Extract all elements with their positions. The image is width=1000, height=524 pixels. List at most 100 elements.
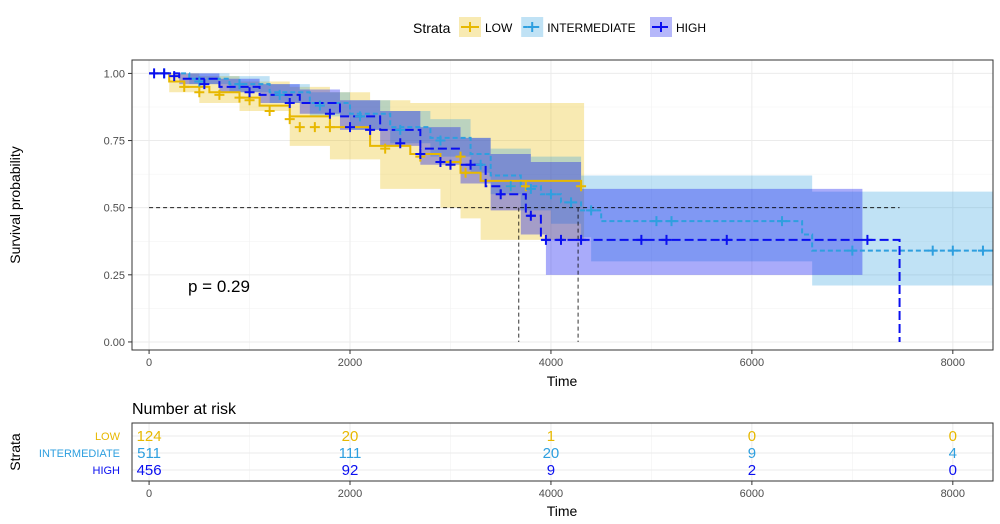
legend-label-intermediate: INTERMEDIATE	[547, 21, 635, 35]
censor-mark-intermediate	[947, 245, 958, 256]
risk-x-tick-label: 8000	[941, 488, 965, 500]
risk-table-border	[131, 422, 994, 482]
y-axis-ticks: 0.00 0.25 0.50 0.75 1.00	[104, 68, 132, 349]
y-tick-label: 0.75	[104, 136, 125, 148]
plot-panel: 0 2000 4000 6000 8000 0.00 0.25 0.50 0.75 1.00 p…	[7, 59, 994, 389]
censor-mark-high	[169, 71, 180, 82]
risk-table-x-title: Time	[547, 503, 578, 519]
censor-mark-high	[395, 138, 406, 149]
censor-mark-high	[495, 189, 506, 200]
risk-table-x-ticks: 0 2000 4000 6000 8000	[146, 481, 965, 500]
risk-count: 111	[339, 445, 362, 462]
survival-curve-high	[149, 72, 901, 342]
censor-mark-intermediate	[314, 100, 325, 111]
censor-mark-intermediate	[274, 89, 285, 100]
censor-mark-high	[149, 68, 160, 79]
legend-marker-intermediate	[527, 22, 538, 32]
risk-row-label: LOW	[95, 431, 121, 443]
censor-mark-intermediate	[847, 245, 858, 256]
risk-table-grid	[132, 423, 993, 481]
censor-mark-intermediate	[566, 197, 577, 208]
legend-marker-high	[656, 22, 666, 32]
x-axis-title: Time	[547, 373, 578, 389]
censor-mark-low	[576, 181, 587, 192]
legend-label-high: HIGH	[676, 21, 706, 35]
x-tick-label: 6000	[740, 357, 764, 369]
risk-count: 9	[748, 445, 756, 462]
censor-mark-low	[194, 87, 205, 98]
censor-mark-high	[445, 159, 456, 170]
y-tick-label: 0.50	[104, 203, 125, 215]
y-tick-label: 0.25	[104, 270, 125, 282]
legend: Strata LOW INTERMEDIATE HIGH	[413, 17, 706, 37]
censor-mark-intermediate	[545, 189, 556, 200]
censor-mark-low	[214, 89, 225, 100]
censor-mark-intermediate	[586, 205, 597, 216]
censor-mark-high	[465, 159, 476, 170]
censor-mark-high	[415, 148, 426, 159]
risk-row-label: INTERMEDIATE	[39, 448, 120, 460]
censor-mark-intermediate	[355, 111, 366, 122]
risk-row-label: HIGH	[93, 465, 121, 477]
p-value: p = 0.29	[188, 277, 250, 296]
censor-mark-low	[264, 106, 275, 117]
censor-mark-low	[520, 181, 531, 192]
x-tick-label: 8000	[941, 357, 965, 369]
censor-mark-high	[244, 87, 255, 98]
risk-count: 4	[949, 445, 957, 462]
risk-table-background	[132, 423, 993, 481]
survival-curve-intermediate	[149, 72, 993, 252]
risk-count: 0	[949, 428, 957, 445]
x-tick-label: 0	[146, 357, 152, 369]
risk-count: 0	[949, 462, 957, 479]
median-lines	[149, 207, 900, 342]
risk-table-row-labels: LOW INTERMEDIATE HIGH	[39, 431, 121, 477]
risk-table-title: Number at risk	[132, 401, 237, 418]
risk-x-tick-label: 4000	[539, 488, 563, 500]
censor-mark-intermediate	[435, 135, 446, 146]
risk-count: 20	[342, 428, 359, 445]
censor-mark-high	[576, 234, 587, 245]
censor-mark-intermediate	[395, 124, 406, 135]
censor-mark-low	[455, 151, 466, 162]
censor-mark-high	[555, 234, 566, 245]
censor-mark-high	[721, 234, 732, 245]
legend-title: Strata	[413, 20, 451, 36]
risk-count: 2	[748, 462, 756, 479]
y-tick-label: 1.00	[104, 68, 125, 80]
x-tick-label: 4000	[539, 357, 563, 369]
censor-mark-intermediate	[927, 245, 938, 256]
censor-mark-low	[309, 122, 320, 133]
censor-mark-high	[365, 124, 376, 135]
censor-mark-intermediate	[525, 183, 536, 194]
censor-mark-intermediate	[194, 76, 205, 87]
censor-mark-low	[294, 122, 305, 133]
censor-mark-high	[159, 68, 170, 79]
censor-mark-intermediate	[977, 245, 988, 256]
risk-table-y-title: Strata	[7, 433, 23, 471]
x-tick-label: 2000	[338, 357, 362, 369]
censor-mark-high	[636, 234, 647, 245]
risk-count: 511	[137, 445, 161, 462]
y-axis-title: Survival probability	[7, 146, 23, 264]
plot-background	[132, 60, 993, 350]
plot-border	[131, 59, 994, 351]
risk-count: 0	[748, 428, 756, 445]
censor-mark-intermediate	[666, 216, 677, 227]
legend-label-low: LOW	[485, 21, 513, 35]
censor-mark-low	[234, 92, 245, 103]
y-tick-label: 0.00	[104, 337, 125, 349]
ci-band-high	[149, 73, 863, 275]
censor-mark-intermediate	[475, 159, 486, 170]
censor-mark-intermediate	[777, 216, 788, 227]
legend-marker-low	[465, 22, 475, 32]
censor-mark-high	[199, 79, 210, 90]
censor-mark-high	[324, 108, 335, 119]
censor-mark-high	[540, 234, 551, 245]
risk-count: 20	[543, 445, 560, 462]
censor-marks	[149, 68, 988, 256]
x-axis-ticks: 0 2000 4000 6000 8000	[146, 350, 965, 369]
risk-count: 1	[547, 428, 555, 445]
